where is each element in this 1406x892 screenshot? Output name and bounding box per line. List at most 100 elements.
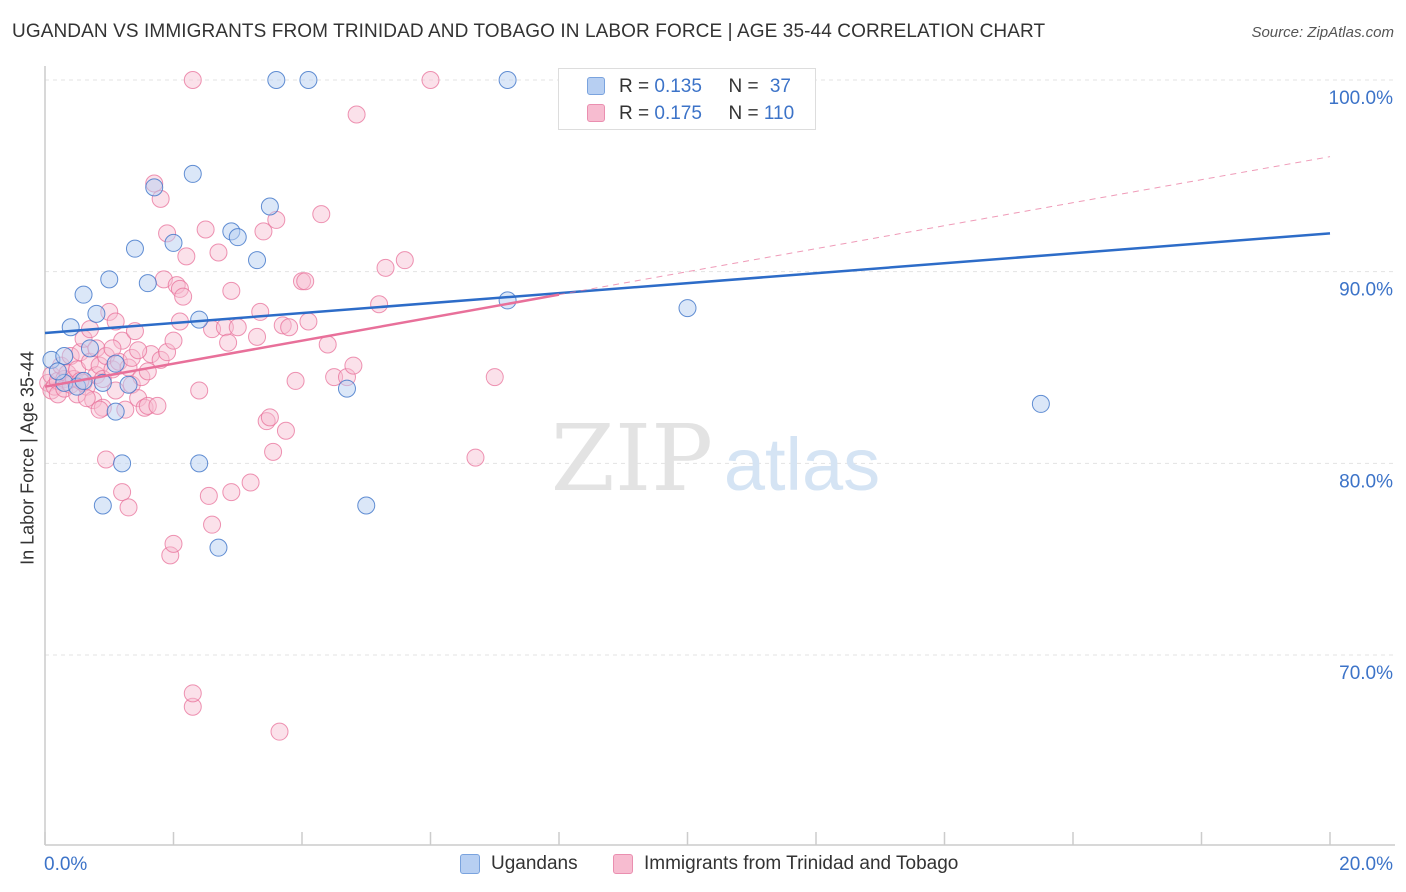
data-point-trinidad — [248, 327, 267, 346]
data-point-trinidad — [190, 381, 209, 400]
data-point-ugandans — [55, 347, 74, 365]
legend-r-label: R = — [619, 103, 655, 124]
watermark-atlas: atlas — [724, 423, 880, 506]
data-point-ugandans — [106, 402, 125, 421]
data-point-trinidad — [129, 389, 148, 408]
legend-n-value: 37 — [769, 76, 791, 97]
data-point-trinidad — [183, 71, 202, 89]
data-point-ugandans — [87, 304, 106, 323]
data-point-trinidad — [260, 408, 279, 427]
data-point-trinidad — [84, 391, 103, 410]
data-point-trinidad — [395, 251, 414, 270]
x-tick-labels: 0.0% 20.0% — [44, 854, 1393, 875]
data-point-ugandans — [678, 299, 697, 318]
data-point-trinidad — [174, 287, 193, 306]
data-point-trinidad — [312, 205, 331, 224]
data-point-trinidad — [77, 389, 96, 408]
data-point-trinidad — [183, 684, 202, 703]
data-point-ugandans — [93, 373, 112, 392]
source-credit: Source: ZipAtlas.com — [1251, 24, 1394, 41]
legend-n-value: 110 — [763, 103, 795, 124]
y-tick-label: 100.0% — [1329, 88, 1394, 109]
data-point-trinidad — [196, 220, 215, 239]
data-point-trinidad — [199, 486, 218, 505]
data-point-ugandans — [125, 239, 144, 258]
data-point-trinidad — [90, 400, 109, 419]
data-point-trinidad — [177, 247, 196, 266]
legend-r-label: R = — [619, 76, 655, 97]
legend: R = 0.135 N = 37 R = 0.175 N = 110 — [558, 68, 816, 130]
data-point-trinidad — [106, 312, 125, 331]
axes — [44, 66, 1395, 846]
data-point-ugandans — [498, 291, 517, 310]
data-point-ugandans — [48, 362, 67, 381]
data-point-ugandans — [248, 251, 267, 270]
data-point-trinidad — [161, 546, 180, 565]
data-point-ugandans — [80, 339, 99, 358]
data-point-ugandans — [106, 354, 125, 373]
data-point-trinidad — [129, 341, 148, 360]
data-point-trinidad — [318, 335, 337, 354]
data-point-trinidad — [122, 348, 141, 367]
data-point-trinidad — [370, 295, 389, 314]
data-point-trinidad — [241, 473, 260, 492]
data-point-trinidad — [286, 371, 305, 390]
data-point-ugandans — [260, 197, 279, 216]
data-point-ugandans — [93, 496, 112, 515]
legend-n-label: N = — [728, 103, 764, 124]
data-point-ugandans — [267, 71, 286, 89]
data-point-trinidad — [325, 368, 344, 387]
data-point-trinidad — [158, 343, 177, 362]
legend-swatch-blue — [587, 77, 605, 95]
watermark: ZIP atlas — [551, 405, 880, 512]
bottom-legend-swatch-pink — [613, 854, 633, 874]
gridlines — [45, 79, 1395, 656]
data-point-trinidad — [299, 312, 318, 331]
data-point-ugandans — [1031, 394, 1050, 413]
data-point-ugandans — [145, 178, 164, 197]
data-point-trinidad — [485, 368, 504, 387]
data-point-ugandans — [74, 285, 93, 304]
data-point-trinidad — [228, 318, 247, 337]
bottom-legend-label-ugandans: Ugandans — [491, 853, 578, 874]
data-point-trinidad — [264, 442, 283, 461]
data-point-ugandans — [299, 71, 318, 89]
x-tick-label: 20.0% — [1339, 854, 1393, 875]
legend-r-value: 0.135 — [654, 76, 702, 97]
data-point-trinidad — [280, 318, 299, 337]
data-point-trinidad — [103, 339, 122, 358]
data-point-trinidad — [254, 222, 273, 241]
data-point-trinidad — [113, 483, 132, 502]
data-point-trinidad — [347, 105, 366, 124]
series-ugandans-points — [42, 71, 1050, 557]
data-point-trinidad — [273, 316, 292, 335]
legend-swatch-pink — [587, 104, 605, 122]
data-point-trinidad — [113, 331, 132, 350]
x-tick-label: 0.0% — [44, 854, 87, 875]
legend-r-value: 0.175 — [654, 103, 702, 124]
data-point-trinidad — [119, 498, 138, 517]
data-point-ugandans — [183, 164, 202, 183]
data-point-trinidad — [222, 483, 241, 502]
chart-title: UGANDAN VS IMMIGRANTS FROM TRINIDAD AND … — [12, 21, 1046, 42]
data-point-trinidad — [222, 281, 241, 300]
y-tick-label: 80.0% — [1339, 471, 1393, 492]
trendline-ugandans — [44, 232, 1331, 335]
watermark-zip: ZIP — [551, 405, 713, 512]
y-tick-label: 70.0% — [1339, 663, 1393, 684]
data-point-trinidad — [344, 356, 363, 375]
data-point-ugandans — [228, 228, 247, 247]
data-point-ugandans — [209, 538, 228, 557]
data-point-trinidad — [148, 396, 167, 415]
data-point-trinidad — [138, 396, 157, 415]
data-point-trinidad — [421, 71, 440, 89]
data-point-ugandans — [113, 454, 132, 473]
data-point-trinidad — [296, 272, 315, 291]
data-point-trinidad — [164, 534, 183, 553]
y-tick-label: 90.0% — [1339, 280, 1393, 301]
data-point-ugandans — [138, 274, 157, 293]
legend-n-label: N = — [728, 76, 764, 97]
data-point-trinidad — [219, 333, 238, 352]
data-point-trinidad — [276, 421, 295, 440]
